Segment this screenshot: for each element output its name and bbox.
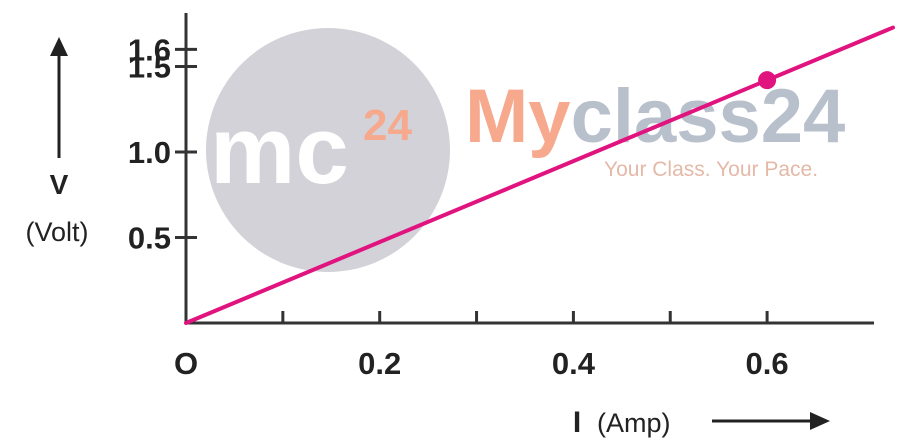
watermark-brand-prefix: My bbox=[465, 74, 571, 159]
y-tick-labels: 0.5 1.0 1.51.6 bbox=[128, 32, 171, 255]
y-tick-label: 0.5 bbox=[128, 221, 171, 256]
origin-label: O bbox=[174, 346, 198, 381]
y-tick-label: 1.6 bbox=[128, 32, 171, 67]
x-axis-title: I (Amp) bbox=[573, 406, 830, 439]
x-axis-unit: (Amp) bbox=[597, 408, 671, 438]
y-arrow-head bbox=[50, 37, 68, 56]
x-tick-labels: 0.2 0.4 0.6 bbox=[358, 346, 789, 381]
watermark-circle bbox=[206, 28, 450, 272]
x-ticks bbox=[281, 311, 769, 323]
x-arrow-head bbox=[810, 412, 830, 430]
watermark-logo-superscript: 24 bbox=[363, 101, 412, 150]
x-tick-label: 0.6 bbox=[746, 346, 789, 381]
data-point bbox=[758, 71, 777, 90]
y-axis-unit: (Volt) bbox=[25, 217, 88, 247]
watermark-brand: Myclass24 bbox=[465, 74, 845, 159]
watermark-logo-text: mc bbox=[210, 97, 349, 204]
y-tick-label: 1.5 bbox=[128, 50, 171, 85]
watermark-logo: mc 24 Myclass24 Your Class. Your Pace. bbox=[206, 28, 845, 272]
y-axis-symbol: V bbox=[50, 169, 69, 200]
x-tick-label: 0.4 bbox=[552, 346, 596, 381]
y-axis-title: V (Volt) bbox=[25, 37, 89, 247]
x-tick-label: 0.2 bbox=[358, 346, 401, 381]
watermark-tagline: Your Class. Your Pace. bbox=[604, 158, 818, 181]
y-ticks bbox=[175, 47, 197, 239]
y-tick-label: 1.0 bbox=[128, 135, 171, 170]
x-axis-symbol: I bbox=[573, 406, 581, 439]
